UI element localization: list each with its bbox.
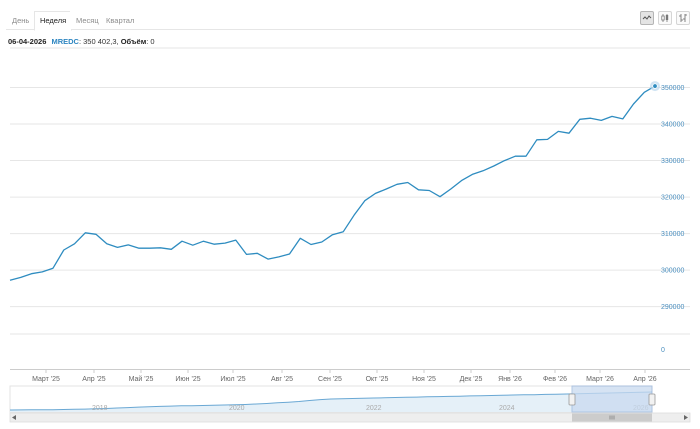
navigator-area bbox=[10, 392, 652, 412]
y-tick-label: 320000 bbox=[661, 195, 684, 202]
y-tick-label: 340000 bbox=[661, 122, 684, 129]
navigator-year-label: 2020 bbox=[229, 405, 245, 412]
x-tick-label: Май '25 bbox=[129, 375, 154, 383]
series-line-mredc bbox=[9, 85, 656, 281]
navigator-line bbox=[9, 391, 653, 411]
scrollbar-grip-icon bbox=[609, 415, 615, 420]
y-tick-label: 300000 bbox=[661, 268, 684, 275]
x-tick-label: Март '26 bbox=[586, 376, 614, 383]
line-chart-button[interactable] bbox=[640, 11, 654, 25]
x-tick-label: Дек '25 bbox=[460, 376, 483, 383]
y-tick-label: 310000 bbox=[661, 231, 684, 238]
navigator-handle-right[interactable] bbox=[648, 393, 656, 406]
price-info: 06-04-2026 MREDC: 350 402,3, Объём: 0 bbox=[8, 37, 155, 46]
info-volume: : 0 bbox=[146, 37, 155, 46]
scrollbar-track[interactable] bbox=[9, 412, 691, 423]
x-tick-label: Июн '25 bbox=[175, 376, 200, 383]
x-tick-label: Март '25 bbox=[32, 376, 60, 383]
x-tick-label: Апр '25 bbox=[82, 376, 106, 383]
info-ticker: MREDC bbox=[51, 37, 79, 46]
y-tick-label: 350000 bbox=[661, 85, 684, 92]
tab-day[interactable]: День bbox=[6, 11, 36, 29]
navigator-year-label: 2024 bbox=[499, 405, 515, 412]
tab-quarter[interactable]: Квартал bbox=[100, 11, 141, 29]
line-chart-icon bbox=[642, 15, 652, 20]
x-tick-label: Ноя '25 bbox=[412, 376, 436, 383]
scroll-right-arrow-icon[interactable] bbox=[684, 415, 688, 420]
x-tick-label: Апр '26 bbox=[633, 376, 657, 383]
tab-month[interactable]: Месяц bbox=[70, 11, 105, 29]
x-tick-label: Окт '25 bbox=[366, 376, 389, 383]
y-tick-label: 290000 bbox=[661, 304, 684, 311]
scroll-left-arrow-icon[interactable] bbox=[12, 415, 16, 420]
info-date: 06-04-2026 bbox=[8, 37, 47, 46]
candlestick-button[interactable] bbox=[658, 11, 672, 25]
y-tick-label: 330000 bbox=[661, 158, 684, 165]
navigator-year-label: 2022 bbox=[366, 405, 382, 412]
ohlc-button[interactable] bbox=[676, 11, 690, 25]
navigator-year-label: 2018 bbox=[92, 405, 108, 412]
x-tick-label: Янв '26 bbox=[498, 376, 522, 383]
info-volume-label: Объём bbox=[120, 37, 147, 46]
x-tick-label: Июл '25 bbox=[220, 376, 245, 383]
x-tick-label: Авг '25 bbox=[271, 376, 293, 383]
navigator-selected-range[interactable] bbox=[571, 385, 653, 413]
last-point-marker[interactable] bbox=[652, 83, 658, 89]
info-price: : 350 402,3, bbox=[78, 37, 119, 46]
navigator-handle-left[interactable] bbox=[568, 393, 576, 406]
ohlc-icon bbox=[679, 14, 687, 22]
x-tick-label: Сен '25 bbox=[318, 376, 342, 383]
x-tick-label: Фев '26 bbox=[543, 376, 567, 383]
y-tick-label-zero: 0 bbox=[661, 347, 665, 354]
period-toolbar: День Неделя Месяц Квартал bbox=[6, 8, 690, 31]
candlestick-icon bbox=[661, 14, 669, 22]
